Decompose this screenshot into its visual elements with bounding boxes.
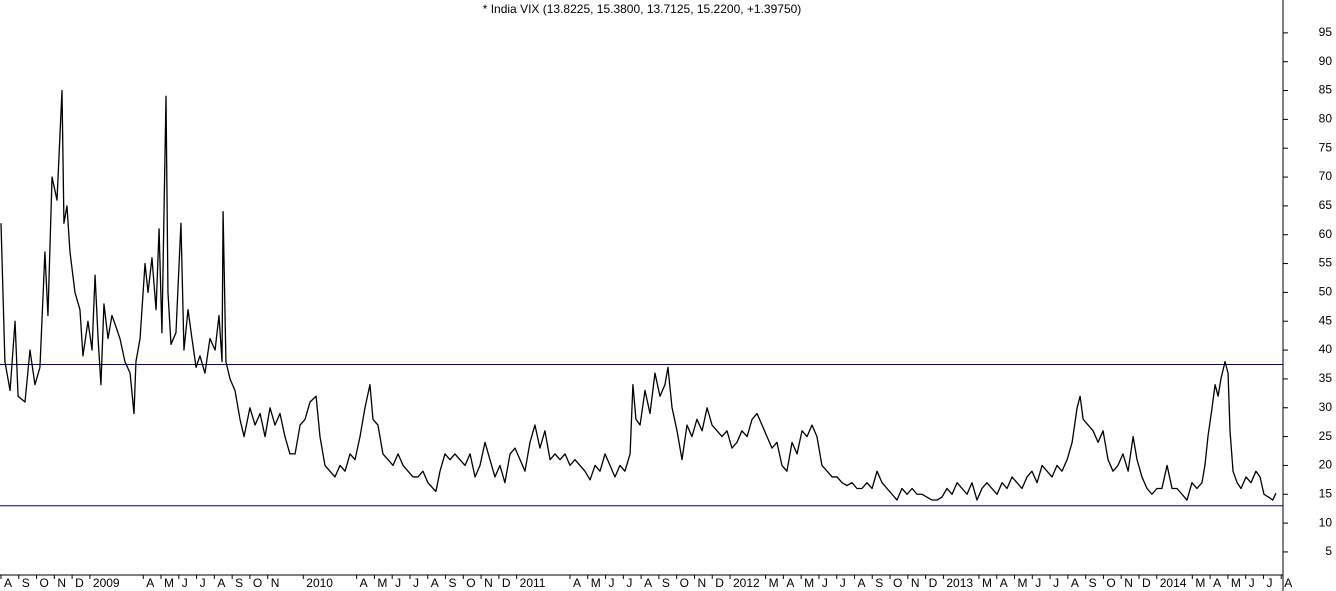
x-tick-label: J [1249, 576, 1255, 590]
x-tick-label: J [822, 576, 828, 590]
x-tick-label: J [413, 576, 419, 590]
x-tick-label: D [1142, 576, 1151, 590]
x-tick-label: A [644, 576, 652, 590]
x-tick-label: O [40, 576, 49, 590]
y-tick-label: 30 [1319, 400, 1333, 414]
x-tick-label: M [804, 576, 814, 590]
y-tick-label: 5 [1325, 544, 1332, 558]
x-tick-label: A [4, 576, 12, 590]
x-tick-label: A [857, 576, 865, 590]
x-tick-label: A [360, 576, 368, 590]
x-tick-label: M [1195, 576, 1205, 590]
x-tick-label: A [786, 576, 794, 590]
x-tick-label: J [200, 576, 206, 590]
x-tick-label: N [271, 576, 280, 590]
y-tick-label: 25 [1319, 429, 1333, 443]
x-tick-label: O [253, 576, 262, 590]
x-tick-label: S [662, 576, 670, 590]
x-tick-label: M [982, 576, 992, 590]
y-tick-label: 20 [1319, 458, 1333, 472]
vix-line [0, 89, 1277, 501]
y-tick-label: 80 [1319, 112, 1333, 126]
x-tick-label: M [769, 576, 779, 590]
y-tick-label: 15 [1319, 486, 1333, 500]
x-tick-label: S [235, 576, 243, 590]
x-tick-label: A [431, 576, 439, 590]
y-tick-label: 10 [1319, 515, 1333, 529]
x-tick-label: M [1231, 576, 1241, 590]
x-tick-label: N [911, 576, 920, 590]
x-tick-label: 2013 [946, 576, 973, 590]
x-tick-label: A [1213, 576, 1221, 590]
x-tick-label: S [875, 576, 883, 590]
x-tick-label: M [591, 576, 601, 590]
y-tick-label: 90 [1319, 54, 1333, 68]
y-tick-label: 95 [1319, 25, 1333, 39]
x-tick-label: D [715, 576, 724, 590]
y-tick-label: 70 [1319, 169, 1333, 183]
y-tick-label: 75 [1319, 140, 1333, 154]
x-tick-label: A [1284, 576, 1292, 590]
y-tick-label: 60 [1319, 227, 1333, 241]
x-tick-label: J [840, 576, 846, 590]
x-tick-label: D [75, 576, 84, 590]
y-tick-label: 65 [1319, 198, 1333, 212]
x-tick-label: M [377, 576, 387, 590]
x-tick-label: A [146, 576, 154, 590]
x-tick-label: 2012 [733, 576, 760, 590]
y-tick-label: 35 [1319, 371, 1333, 385]
x-tick-label: J [395, 576, 401, 590]
x-tick-label: D [929, 576, 938, 590]
x-tick-label: J [182, 576, 188, 590]
x-tick-label: 2009 [93, 576, 120, 590]
x-tick-label: S [22, 576, 30, 590]
x-tick-label: 2011 [520, 576, 546, 590]
x-tick-label: J [1053, 576, 1059, 590]
x-tick-label: O [1106, 576, 1115, 590]
x-tick-label: 2014 [1160, 576, 1187, 590]
x-tick-label: M [1018, 576, 1028, 590]
x-tick-label: A [1000, 576, 1008, 590]
x-tick-label: J [609, 576, 615, 590]
x-tick-label: N [1124, 576, 1133, 590]
chart-title: * India VIX (13.8225, 15.3800, 13.7125, … [483, 2, 802, 16]
x-tick-label: O [680, 576, 689, 590]
x-tick-label: J [626, 576, 632, 590]
x-tick-label: S [449, 576, 457, 590]
y-tick-label: 45 [1319, 313, 1333, 327]
y-tick-label: 40 [1319, 342, 1333, 356]
x-tick-label: 2010 [306, 576, 333, 590]
x-tick-label: J [1266, 576, 1272, 590]
x-tick-label: N [57, 576, 66, 590]
x-tick-label: D [502, 576, 511, 590]
x-tick-label: O [466, 576, 475, 590]
x-tick-label: A [217, 576, 225, 590]
x-tick-label: M [164, 576, 174, 590]
y-tick-label: 55 [1319, 256, 1333, 270]
x-tick-label: A [1071, 576, 1079, 590]
y-tick-label: 85 [1319, 83, 1333, 97]
x-tick-label: S [1089, 576, 1097, 590]
x-tick-label: J [1035, 576, 1041, 590]
x-tick-label: A [573, 576, 581, 590]
x-tick-label: N [484, 576, 493, 590]
x-tick-label: O [893, 576, 902, 590]
x-tick-label: N [697, 576, 706, 590]
y-tick-label: 50 [1319, 285, 1333, 299]
